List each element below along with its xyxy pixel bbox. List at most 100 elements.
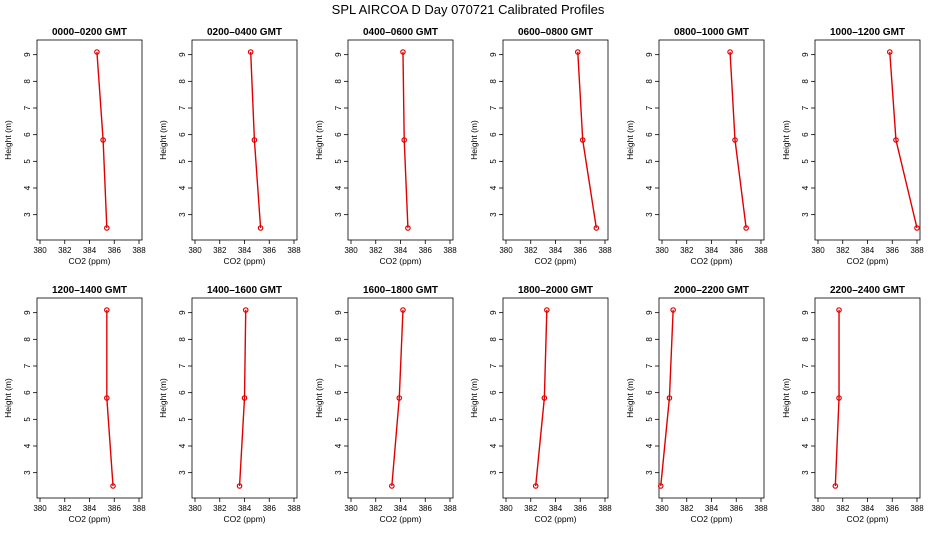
y-tick-label: 4 [801,443,810,448]
panel-6: 1000–1200 GMT 380 382 384 386 388 3 4 5 6 7 8 9 CO2 (… [781,27,924,266]
y-tick-label: 3 [178,212,187,217]
y-tick-label: 3 [801,470,810,475]
x-tick-label: 384 [83,504,97,513]
data-point [832,483,839,489]
x-tick-label: 384 [705,246,719,255]
y-tick-label: 7 [645,363,654,368]
y-axis-label: Height (m) [158,378,168,418]
y-tick-label: 5 [23,159,32,164]
series-line [238,309,247,487]
plot-frame [347,297,454,499]
y-tick-label: 4 [645,443,654,448]
x-axis-label: CO2 (ppm) [846,514,888,524]
y-tick-label: 8 [23,79,32,84]
y-axis-label: Height (m) [314,120,324,160]
x-tick-label: 388 [754,246,768,255]
data-point [579,137,586,143]
y-tick-label: 5 [645,159,654,164]
y-tick-label: 6 [334,390,343,395]
x-tick-label: 384 [394,246,408,255]
panel-2: 0200–0400 GMT 380 382 384 386 388 3 4 5 6 7 8 9 CO2 (… [158,27,301,266]
y-tick-label: 3 [334,470,343,475]
plot-frame [814,39,921,241]
x-tick-label: 386 [419,504,433,513]
plot-frame [36,39,143,241]
x-tick-label: 380 [188,504,202,513]
x-axis-label: CO2 (ppm) [690,514,732,524]
data-point [657,483,664,489]
y-tick-label: 4 [178,185,187,190]
y-axis-label: Height (m) [158,120,168,160]
x-axis-label: CO2 (ppm) [846,256,888,266]
x-tick-label: 380 [33,504,47,513]
data-point [886,49,893,55]
y-tick-label: 8 [178,337,187,342]
x-tick-label: 382 [58,246,72,255]
y-tick-label: 7 [178,363,187,368]
series-line [577,51,598,229]
figure-title: SPL AIRCOA D Day 070721 Calibrated Profi… [332,2,605,17]
x-tick-label: 386 [263,504,277,513]
x-tick-label: 388 [287,504,301,513]
panel-title: 1200–1400 GMT [52,285,127,296]
x-tick-label: 382 [524,246,538,255]
y-tick-label: 9 [23,310,32,315]
series-line [889,51,918,229]
x-tick-label: 386 [419,246,433,255]
y-tick-label: 3 [645,470,654,475]
plot-frame [36,297,143,499]
y-tick-label: 4 [645,185,654,190]
y-tick-label: 4 [23,185,32,190]
plot-frame [658,297,765,499]
data-point [241,395,248,401]
panel-title: 0600–0800 GMT [518,27,593,38]
y-tick-label: 6 [23,132,32,137]
y-tick-label: 6 [178,132,187,137]
y-tick-label: 8 [645,79,654,84]
y-tick-label: 4 [334,443,343,448]
x-tick-label: 388 [132,246,146,255]
x-tick-label: 382 [213,246,227,255]
x-tick-label: 382 [836,504,850,513]
data-point [257,225,264,231]
x-tick-label: 386 [574,504,588,513]
y-tick-label: 7 [178,105,187,110]
y-tick-label: 9 [489,310,498,315]
x-axis-label: CO2 (ppm) [690,256,732,266]
x-axis-label: CO2 (ppm) [534,514,576,524]
x-tick-label: 380 [499,504,513,513]
panel-3: 0400–0600 GMT 380 382 384 386 388 3 4 5 6 7 8 9 CO2 (… [314,27,457,266]
x-axis-label: CO2 (ppm) [68,514,110,524]
data-point [727,49,733,55]
series-line [535,309,548,487]
y-axis-label: Height (m) [3,120,13,160]
y-tick-label: 7 [801,363,810,368]
series-line [106,310,114,487]
y-tick-label: 5 [23,417,32,422]
x-axis-label: CO2 (ppm) [223,514,265,524]
x-tick-label: 382 [680,504,694,513]
y-tick-label: 7 [489,105,498,110]
panel-4: 0600–0800 GMT 380 382 384 386 388 3 4 5 6 7 8 9 CO2 (… [469,27,612,266]
x-tick-label: 382 [213,504,227,513]
x-tick-label: 382 [836,246,850,255]
y-tick-label: 3 [801,212,810,217]
panel-title: 2000–2200 GMT [674,285,749,296]
y-axis-label: Height (m) [469,378,479,418]
y-tick-label: 8 [334,79,343,84]
x-tick-label: 388 [443,504,457,513]
x-tick-label: 382 [680,246,694,255]
plot-frame [191,39,298,241]
y-tick-label: 3 [645,212,654,217]
y-tick-label: 5 [489,159,498,164]
y-tick-label: 7 [645,105,654,110]
y-axis-label: Height (m) [625,378,635,418]
y-tick-label: 4 [489,185,498,190]
data-point [836,395,842,401]
data-point [236,483,243,489]
y-tick-label: 8 [178,79,187,84]
x-tick-label: 388 [754,504,768,513]
y-axis-label: Height (m) [469,120,479,160]
y-tick-label: 5 [801,417,810,422]
